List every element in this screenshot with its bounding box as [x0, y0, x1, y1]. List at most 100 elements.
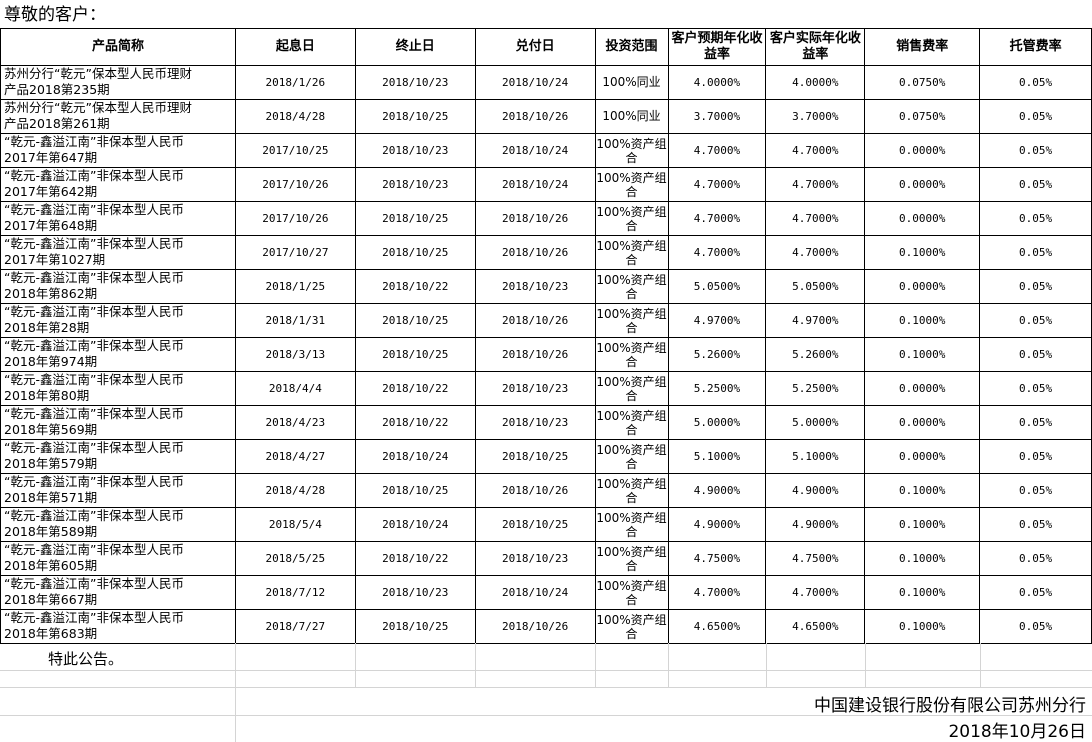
- end-date-cell: 2018/10/25: [354, 303, 476, 338]
- table-row: “乾元-鑫溢江南”非保本型人民币 2018年第28期 2018/1/31 2018/1…: [0, 303, 1092, 338]
- product-name-line: “乾元-鑫溢江南”非保本型人民币: [4, 406, 184, 422]
- greeting: 尊敬的客户：: [4, 5, 106, 25]
- end-date-cell: 2018/10/25: [354, 201, 476, 236]
- scope-cell: 100%资产组合: [594, 371, 669, 406]
- end-date-cell: 2018/10/25: [354, 609, 476, 644]
- scope-cell: 100%同业: [594, 99, 669, 134]
- custody-fee-cell: 0.05%: [979, 439, 1092, 474]
- product-name-line: 2018年第589期: [4, 524, 98, 539]
- expected-yield-cell: 5.2500%: [667, 371, 767, 406]
- expected-yield-cell: 4.6500%: [667, 609, 767, 644]
- pay-date-cell: 2018/10/26: [474, 609, 596, 644]
- expected-yield-cell: 5.0000%: [667, 405, 767, 440]
- start-date-cell: 2018/4/28: [234, 473, 356, 508]
- actual-yield-cell: 5.0000%: [765, 405, 866, 440]
- product-name-line: 2018年第862期: [4, 286, 98, 301]
- custody-fee-cell: 0.05%: [979, 507, 1092, 542]
- pay-date-cell: 2018/10/24: [474, 133, 596, 168]
- custody-fee-cell: 0.05%: [979, 371, 1092, 406]
- sales-fee-cell: 0.0000%: [864, 133, 981, 168]
- product-name-cell: “乾元-鑫溢江南”非保本型人民币 2017年第648期: [0, 201, 236, 236]
- expected-yield-cell: 4.9700%: [667, 303, 767, 338]
- custody-fee-cell: 0.05%: [979, 235, 1092, 270]
- table-row: “乾元-鑫溢江南”非保本型人民币 2017年第647期 2017/10/25 2018…: [0, 133, 1092, 168]
- expected-yield-cell: 4.7000%: [667, 575, 767, 610]
- header-sales-fee: 销售费率: [864, 28, 981, 66]
- scope-cell: 100%资产组合: [594, 167, 669, 202]
- product-name-cell: “乾元-鑫溢江南”非保本型人民币 2018年第569期: [0, 405, 236, 440]
- custody-fee-cell: 0.05%: [979, 99, 1092, 134]
- actual-yield-cell: 5.2600%: [765, 337, 866, 372]
- table-row: 苏州分行“乾元”保本型人民币理财 产品2018第261期 2018/4/28 2018…: [0, 99, 1092, 134]
- end-date-cell: 2018/10/23: [354, 575, 476, 610]
- product-name-line: 2018年第683期: [4, 626, 98, 641]
- expected-yield-cell: 4.9000%: [667, 507, 767, 542]
- product-table: 产品简称 起息日 终止日 兑付日 投资范围 客户预期年化收益率 客户实际年化收益…: [0, 28, 1092, 644]
- table-row: “乾元-鑫溢江南”非保本型人民币 2018年第589期 2018/5/4 2018/1…: [0, 507, 1092, 542]
- scope-cell: 100%资产组合: [594, 609, 669, 644]
- custody-fee-cell: 0.05%: [979, 575, 1092, 610]
- product-name-cell: “乾元-鑫溢江南”非保本型人民币 2018年第862期: [0, 269, 236, 304]
- end-date-cell: 2018/10/24: [354, 507, 476, 542]
- expected-yield-cell: 4.9000%: [667, 473, 767, 508]
- product-name-line: “乾元-鑫溢江南”非保本型人民币: [4, 372, 184, 388]
- actual-yield-cell: 4.7000%: [765, 167, 866, 202]
- product-name-line: 2018年第28期: [4, 320, 90, 335]
- product-name-line: 2018年第667期: [4, 592, 98, 607]
- scope-cell: 100%资产组合: [594, 303, 669, 338]
- pay-date-cell: 2018/10/23: [474, 541, 596, 576]
- product-name-line: “乾元-鑫溢江南”非保本型人民币: [4, 610, 184, 626]
- start-date-cell: 2017/10/25: [234, 133, 356, 168]
- product-name-cell: “乾元-鑫溢江南”非保本型人民币 2018年第80期: [0, 371, 236, 406]
- actual-yield-cell: 4.7000%: [765, 201, 866, 236]
- product-name-line: “乾元-鑫溢江南”非保本型人民币: [4, 542, 184, 558]
- start-date-cell: 2018/1/31: [234, 303, 356, 338]
- expected-yield-cell: 4.0000%: [667, 65, 767, 100]
- scope-cell: 100%资产组合: [594, 473, 669, 508]
- header-product-name: 产品简称: [0, 28, 236, 66]
- end-date-cell: 2018/10/25: [354, 473, 476, 508]
- end-date-cell: 2018/10/23: [354, 65, 476, 100]
- product-name-line: 产品2018第235期: [4, 82, 110, 97]
- end-date-cell: 2018/10/23: [354, 133, 476, 168]
- product-name-cell: “乾元-鑫溢江南”非保本型人民币 2018年第589期: [0, 507, 236, 542]
- pay-date-cell: 2018/10/26: [474, 303, 596, 338]
- pay-date-cell: 2018/10/24: [474, 575, 596, 610]
- sales-fee-cell: 0.1000%: [864, 235, 981, 270]
- start-date-cell: 2018/1/26: [234, 65, 356, 100]
- product-name-cell: “乾元-鑫溢江南”非保本型人民币 2018年第605期: [0, 541, 236, 576]
- product-name-line: 2017年第648期: [4, 218, 98, 233]
- custody-fee-cell: 0.05%: [979, 405, 1092, 440]
- scope-cell: 100%资产组合: [594, 201, 669, 236]
- start-date-cell: 2018/5/25: [234, 541, 356, 576]
- pay-date-cell: 2018/10/25: [474, 507, 596, 542]
- product-name-cell: “乾元-鑫溢江南”非保本型人民币 2018年第683期: [0, 609, 236, 644]
- sales-fee-cell: 0.0000%: [864, 167, 981, 202]
- header-actual-yield: 客户实际年化收益率: [765, 28, 866, 66]
- scope-cell: 100%资产组合: [594, 133, 669, 168]
- product-name-line: “乾元-鑫溢江南”非保本型人民币: [4, 168, 184, 184]
- scope-cell: 100%资产组合: [594, 269, 669, 304]
- table-row: “乾元-鑫溢江南”非保本型人民币 2017年第648期 2017/10/26 2018…: [0, 201, 1092, 236]
- announcement-date: 2018年10月26日: [948, 722, 1086, 742]
- expected-yield-cell: 5.0500%: [667, 269, 767, 304]
- sales-fee-cell: 0.1000%: [864, 541, 981, 576]
- product-name-cell: 苏州分行“乾元”保本型人民币理财 产品2018第261期: [0, 99, 236, 134]
- scope-cell: 100%资产组合: [594, 439, 669, 474]
- pay-date-cell: 2018/10/26: [474, 201, 596, 236]
- scope-cell: 100%资产组合: [594, 541, 669, 576]
- custody-fee-cell: 0.05%: [979, 609, 1092, 644]
- end-date-cell: 2018/10/25: [354, 235, 476, 270]
- sales-fee-cell: 0.1000%: [864, 303, 981, 338]
- custody-fee-cell: 0.05%: [979, 133, 1092, 168]
- header-expected-yield: 客户预期年化收益率: [667, 28, 767, 66]
- product-name-line: “乾元-鑫溢江南”非保本型人民币: [4, 440, 184, 456]
- product-name-line: 苏州分行“乾元”保本型人民币理财: [4, 100, 192, 116]
- table-row: “乾元-鑫溢江南”非保本型人民币 2018年第80期 2018/4/4 2018/10…: [0, 371, 1092, 406]
- product-name-cell: “乾元-鑫溢江南”非保本型人民币 2017年第1027期: [0, 235, 236, 270]
- product-name-line: 2018年第605期: [4, 558, 98, 573]
- start-date-cell: 2018/1/25: [234, 269, 356, 304]
- sales-fee-cell: 0.0000%: [864, 439, 981, 474]
- product-name-line: 2017年第1027期: [4, 252, 106, 267]
- expected-yield-cell: 4.7000%: [667, 201, 767, 236]
